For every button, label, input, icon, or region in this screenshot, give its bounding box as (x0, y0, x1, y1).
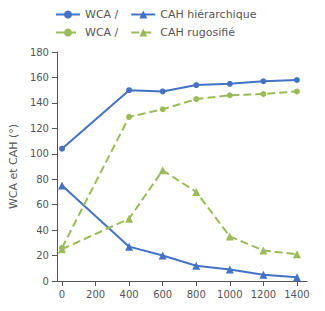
svg-text:WCA /: WCA / (85, 8, 119, 21)
svg-text:200: 200 (86, 289, 105, 300)
svg-text:140: 140 (30, 97, 49, 108)
svg-text:1400: 1400 (284, 289, 309, 300)
svg-text:1200: 1200 (251, 289, 276, 300)
svg-text:CAH hiérarchique: CAH hiérarchique (160, 8, 256, 21)
svg-text:600: 600 (153, 289, 172, 300)
svg-text:400: 400 (120, 289, 139, 300)
svg-text:0: 0 (59, 289, 65, 300)
svg-text:160: 160 (30, 72, 49, 83)
svg-text:40: 40 (36, 225, 49, 236)
svg-text:120: 120 (30, 123, 49, 134)
svg-text:800: 800 (187, 289, 206, 300)
svg-text:100: 100 (30, 148, 49, 159)
svg-text:WCA /: WCA / (85, 26, 119, 39)
svg-text:60: 60 (36, 199, 49, 210)
svg-text:0: 0 (43, 276, 49, 287)
svg-text:80: 80 (36, 174, 49, 185)
svg-text:20: 20 (36, 250, 49, 261)
svg-text:180: 180 (30, 47, 49, 58)
svg-text:WCA et CAH (°): WCA et CAH (°) (7, 124, 20, 209)
svg-text:CAH rugosifié: CAH rugosifié (160, 26, 235, 39)
svg-text:1000: 1000 (217, 289, 242, 300)
